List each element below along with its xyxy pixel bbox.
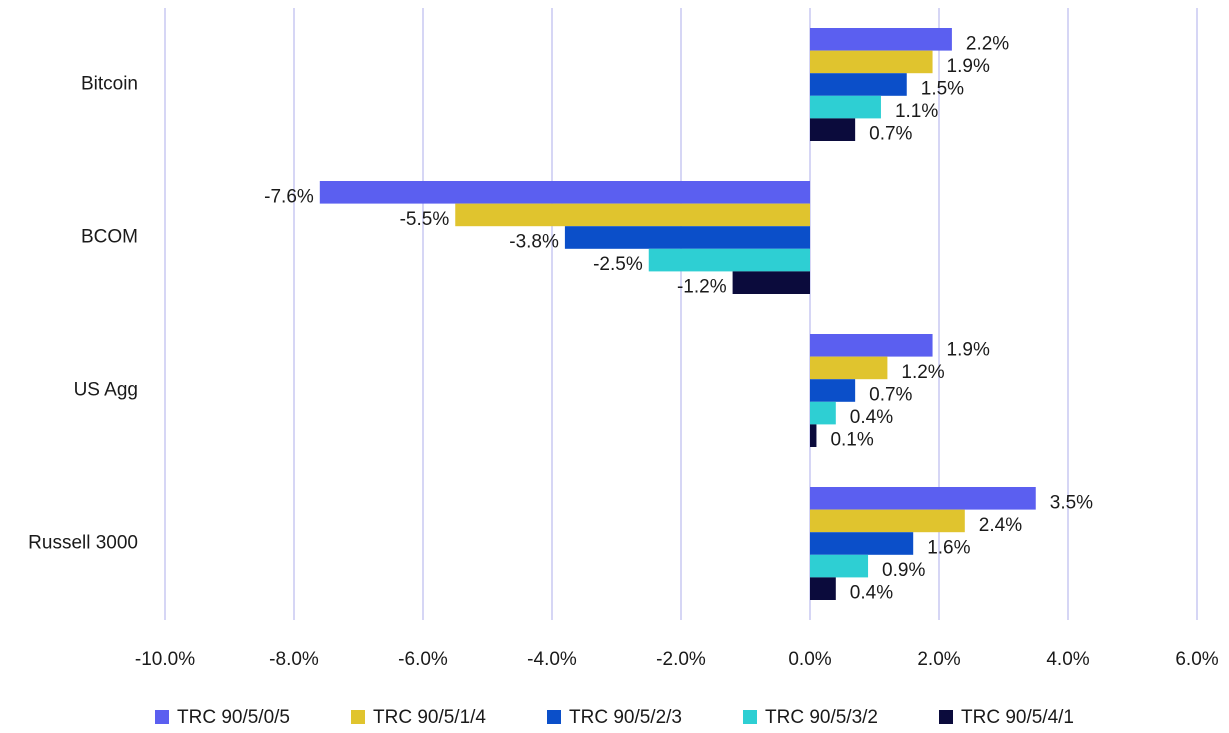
bar (810, 532, 914, 555)
bar (564, 226, 810, 249)
data-label: 1.9% (947, 339, 990, 360)
data-label: 3.5% (1050, 492, 1093, 513)
x-tick-label: -8.0% (269, 649, 319, 670)
legend-label: TRC 90/5/0/5 (177, 707, 290, 728)
x-tick-label: -10.0% (135, 649, 195, 670)
data-label: 0.4% (850, 583, 893, 604)
data-label: 0.7% (869, 385, 912, 406)
bar (810, 401, 836, 425)
bar (810, 334, 933, 357)
legend-label: TRC 90/5/1/4 (373, 707, 486, 728)
bar (810, 118, 856, 141)
data-label: 2.4% (979, 515, 1022, 536)
x-tick-label: 0.0% (788, 649, 831, 670)
data-label: 0.9% (882, 560, 925, 581)
bar (810, 28, 952, 51)
bar (810, 554, 869, 578)
data-label: 0.4% (850, 407, 893, 428)
legend-swatch (351, 710, 365, 724)
x-tick-label: 2.0% (917, 649, 960, 670)
bar (319, 181, 810, 204)
bar (648, 248, 810, 272)
data-label: 2.2% (966, 33, 1009, 54)
bar (810, 577, 836, 600)
legend-label: TRC 90/5/4/1 (961, 707, 1074, 728)
data-label: 1.6% (927, 538, 970, 559)
data-label: -5.5% (400, 209, 450, 230)
data-label: -2.5% (593, 254, 643, 275)
data-label: 1.5% (921, 79, 964, 100)
x-tick-label: 6.0% (1175, 649, 1218, 670)
bar (810, 356, 888, 380)
legend-swatch (155, 710, 169, 724)
data-label: -3.8% (509, 232, 559, 253)
bar (810, 50, 933, 74)
bar (732, 271, 810, 294)
data-label: 1.1% (895, 101, 938, 122)
legend-swatch (547, 710, 561, 724)
x-tick-label: -6.0% (398, 649, 448, 670)
x-tick-label: -4.0% (527, 649, 577, 670)
x-tick-label: 4.0% (1046, 649, 1089, 670)
bar (810, 95, 881, 119)
data-label: -7.6% (264, 186, 314, 207)
bar (810, 424, 817, 447)
data-label: 0.1% (830, 430, 873, 451)
y-tick-label: US Agg (74, 380, 138, 401)
data-label: 1.2% (901, 362, 944, 383)
bar (810, 379, 856, 402)
legend-label: TRC 90/5/3/2 (765, 707, 878, 728)
y-tick-label: Russell 3000 (28, 533, 138, 554)
data-label: 0.7% (869, 124, 912, 145)
data-label: -1.2% (677, 277, 727, 298)
data-label: 1.9% (947, 56, 990, 77)
y-tick-label: BCOM (81, 227, 138, 248)
bar (455, 203, 810, 227)
x-tick-label: -2.0% (656, 649, 706, 670)
legend-swatch (939, 710, 953, 724)
bar (810, 487, 1036, 510)
legend-label: TRC 90/5/2/3 (569, 707, 682, 728)
y-tick-label: Bitcoin (81, 74, 138, 95)
bar (810, 73, 907, 96)
legend-swatch (743, 710, 757, 724)
bar (810, 509, 965, 533)
